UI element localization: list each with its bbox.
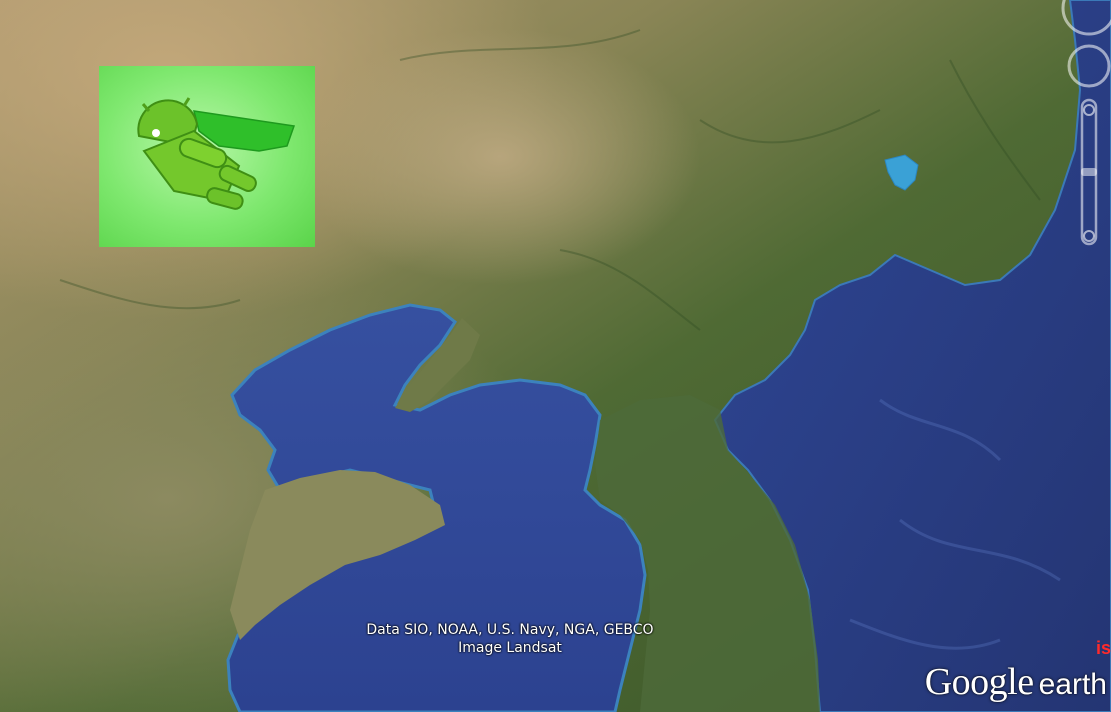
cut-off-label: is (1095, 638, 1111, 658)
zoom-slider-handle[interactable] (1081, 168, 1097, 176)
attribution-imagery: Image Landsat (458, 640, 562, 656)
liaodong-peninsula (395, 318, 480, 412)
google-earth-logo: Google earth (925, 660, 1107, 704)
navigation-controls[interactable] (1051, 0, 1111, 250)
logo-word-earth: earth (1038, 668, 1107, 701)
korean-peninsula (595, 395, 820, 712)
terrain-ridges (59, 29, 1041, 331)
shandong-peninsula (230, 470, 445, 640)
zoom-out-icon[interactable] (1083, 230, 1095, 242)
logo-word-google: Google (924, 661, 1034, 703)
move-joystick[interactable] (1067, 44, 1111, 88)
attribution-data-sources: Data SIO, NOAA, U.S. Navy, NGA, GEBCO (366, 622, 654, 638)
sea-floor-texture (849, 398, 1061, 650)
image-overlay[interactable] (99, 66, 315, 247)
look-joystick[interactable] (1061, 0, 1111, 36)
zoom-in-icon[interactable] (1083, 104, 1095, 116)
imagery-attribution: Data SIO, NOAA, U.S. Navy, NGA, GEBCO Im… (300, 621, 720, 657)
android-superhero-icon (137, 97, 296, 210)
lake (884, 154, 919, 191)
